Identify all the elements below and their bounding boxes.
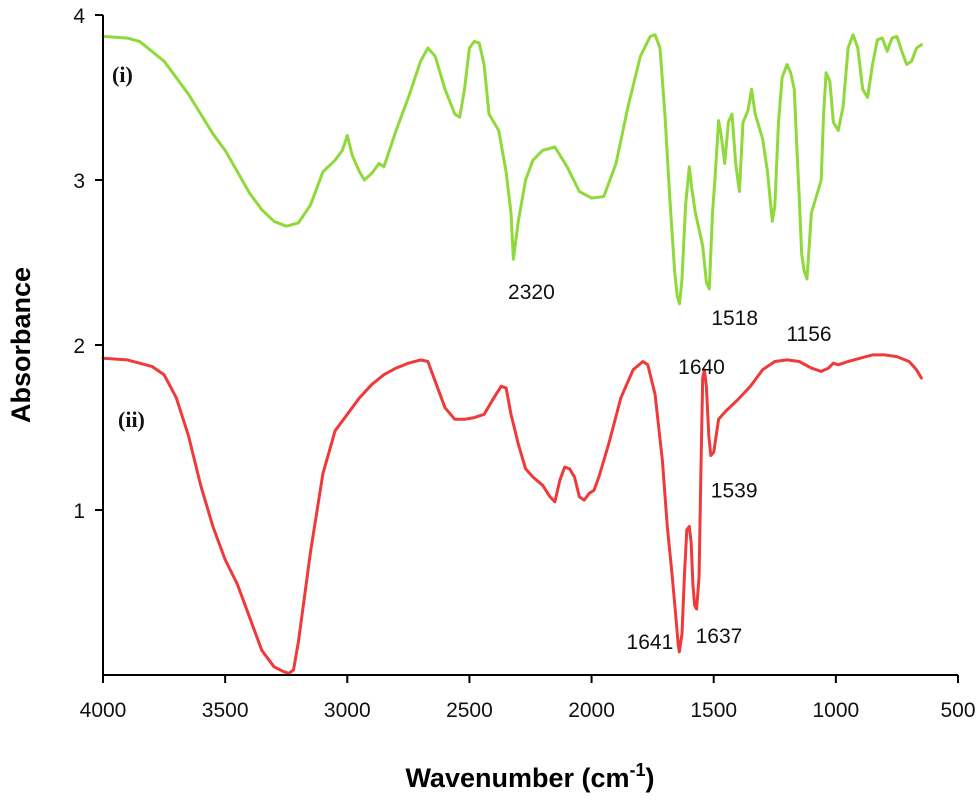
x-tick-label: 3500: [202, 699, 249, 722]
x-tick-label: 2500: [446, 699, 493, 722]
peak-label-1637: 1637: [696, 625, 743, 648]
y-tick-label: 2: [73, 335, 85, 358]
x-axis-title-main: Wavenumber (cm: [405, 763, 629, 793]
x-tick-label: 500: [940, 699, 975, 722]
plot-area: [101, 33, 923, 675]
peak-label-1518: 1518: [711, 307, 758, 330]
x-axis-title: Wavenumber (cm-1): [405, 760, 654, 793]
y-ticks: 1 2 3 4: [73, 5, 103, 523]
series-label-1: (i): [112, 62, 133, 87]
series-line-1: [101, 33, 923, 306]
x-axis-title-close: ): [646, 763, 655, 793]
x-tick-label: 4000: [80, 699, 127, 722]
x-ticks: 4000 3500 3000 2500 2000 1500 1000 500: [80, 675, 976, 722]
peak-label-1539: 1539: [711, 480, 758, 503]
peak-label-1640: 1640: [678, 356, 725, 379]
series-labels: (i) (ii): [112, 62, 145, 432]
x-tick-label: 1000: [812, 699, 859, 722]
peak-label-1156: 1156: [786, 323, 831, 346]
series-line-2: [101, 353, 923, 675]
y-axis-title: Absorbance: [6, 267, 36, 423]
x-axis-title-sup: -1: [630, 760, 646, 780]
peak-labels: 2320 1640 1518 1156 1539 1641 1637: [508, 281, 832, 654]
axes: 4000 3500 3000 2500 2000 1500 1000 500 1 2 3 4: [73, 5, 975, 722]
y-tick-label: 1: [73, 500, 85, 523]
peak-label-1641: 1641: [627, 631, 674, 654]
x-tick-label: 3000: [324, 699, 371, 722]
y-tick-label: 3: [73, 170, 85, 193]
y-tick-label: 4: [73, 5, 85, 28]
x-tick-label: 2000: [568, 699, 615, 722]
peak-label-2320: 2320: [508, 281, 555, 304]
x-tick-label: 1500: [690, 699, 737, 722]
series-label-2: (ii): [118, 407, 145, 432]
